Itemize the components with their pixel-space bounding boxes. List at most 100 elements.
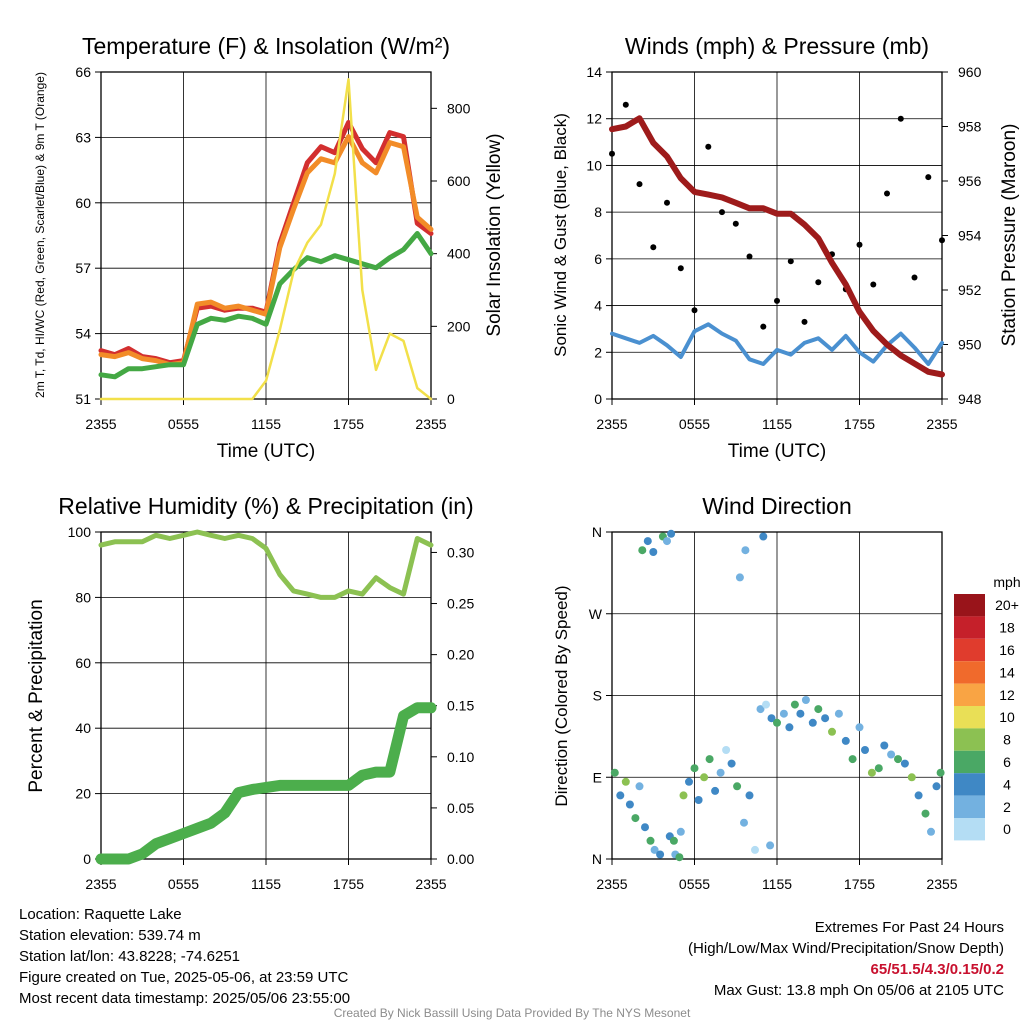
direction-point — [821, 714, 830, 723]
colorbar-swatch — [954, 728, 985, 751]
x-tick-label: 2355 — [415, 416, 446, 432]
y-tick-label: 60 — [75, 655, 91, 671]
series-line-rh — [98, 529, 434, 600]
direction-point — [828, 727, 836, 736]
station-latlon: Station lat/lon: 43.8228; -74.6251 — [19, 948, 241, 965]
temperature-panel: 2355 0555 1155 1755 2355 51 54 57 60 63 66 0 200 400 6… — [33, 33, 505, 462]
direction-point — [694, 796, 703, 804]
x-tick-label: 1755 — [333, 876, 364, 892]
y-tick-label: 63 — [75, 129, 91, 145]
y-tick-label: 60 — [75, 195, 91, 211]
colorbar-swatch — [954, 706, 985, 729]
y-tick-label: 0 — [83, 851, 91, 867]
y-tick-label: 14 — [586, 64, 602, 80]
direction-point — [690, 764, 699, 773]
y-tick-label: 80 — [75, 589, 91, 605]
direction-point — [756, 705, 765, 714]
y2-tick-label: 0.20 — [447, 647, 474, 663]
series-line-precip — [95, 702, 437, 865]
plot-frame — [611, 71, 943, 400]
colorbar-swatch — [954, 795, 985, 818]
gust-point — [801, 318, 808, 325]
x-tick-label: 1155 — [251, 876, 281, 892]
y-tick-label: 6 — [594, 251, 602, 267]
direction-point — [722, 746, 731, 754]
y-tick-label: S — [593, 688, 602, 704]
direction-panel: 2355 0555 1155 1755 2355 N E S W N Wind Direction D… — [552, 493, 958, 892]
direction-point — [932, 782, 941, 791]
direction-point — [773, 718, 781, 727]
direction-point — [914, 791, 923, 800]
direction-point — [874, 764, 883, 773]
max-gust: Max Gust: 13.8 mph On 05/06 at 2105 UTC — [713, 982, 1004, 999]
station-location: Location: Raquette Lake — [19, 906, 182, 923]
direction-point — [656, 850, 665, 859]
x-tick-label: 0555 — [679, 416, 710, 432]
gust-point — [787, 258, 794, 265]
direction-point — [735, 573, 744, 582]
colorbar-swatch — [954, 683, 985, 706]
colorbar-label: 4 — [1003, 776, 1011, 792]
direction-point — [936, 768, 945, 777]
direction-point — [814, 705, 823, 714]
direction-point — [643, 537, 652, 546]
extremes-subtitle: (High/Low/Max Wind/Precipitation/Snow De… — [688, 940, 1004, 957]
direction-point — [801, 696, 810, 704]
station-info: Location: Raquette Lake Station elevatio… — [19, 904, 350, 1009]
y-tick-label: 100 — [68, 524, 92, 540]
x-tick-label: 2355 — [926, 416, 957, 432]
direction-point — [638, 546, 647, 555]
gust-point — [925, 174, 932, 181]
x-tick-label: 2355 — [415, 876, 446, 892]
direction-point — [610, 768, 619, 777]
x-tick-label: 2355 — [596, 876, 627, 892]
y-axis-label: 2m T, Td, HI/WC (Red, Green, Scarlet/Blu… — [33, 72, 47, 398]
direction-point — [861, 746, 869, 754]
direction-point — [785, 723, 794, 732]
y-axis-label: Sonic Wind & Gust (Blue, Black) — [551, 113, 570, 357]
direction-point — [675, 853, 684, 862]
colorbar-label: 20+ — [995, 597, 1019, 613]
colorbar-swatch — [954, 594, 985, 617]
humidity-panel: 2355 0555 1155 1755 2355 0 20 40 60 80 100 0.00 0.05… — [26, 493, 474, 892]
gust-point — [897, 115, 904, 122]
colorbar-swatch — [954, 750, 985, 774]
direction-point — [700, 773, 709, 782]
y2-tick-label: 952 — [958, 282, 982, 298]
colorbar-swatch — [954, 661, 985, 684]
gust-point — [760, 323, 767, 330]
series-line-solar — [99, 78, 433, 401]
gust-point — [732, 220, 739, 227]
gust-point — [746, 253, 753, 260]
colorbar-label: 8 — [1003, 732, 1011, 748]
x-tick-label: 2355 — [596, 416, 627, 432]
y2-axis-label: Station Pressure (Maroon) — [999, 124, 1020, 347]
x-tick-label: 1755 — [844, 416, 875, 432]
direction-point — [779, 709, 788, 718]
direction-point — [741, 546, 750, 555]
y-tick-label: 8 — [594, 204, 602, 220]
y2-tick-label: 0.05 — [447, 800, 474, 816]
y2-tick-label: 950 — [958, 337, 982, 353]
x-tick-label: 0555 — [679, 876, 710, 892]
y-tick-label: 12 — [586, 111, 602, 127]
direction-point — [900, 759, 909, 768]
y2-tick-label: 954 — [958, 228, 982, 244]
colorbar-swatch — [954, 638, 985, 662]
x-tick-label: 1755 — [844, 876, 875, 892]
direction-point — [867, 768, 876, 777]
direction-point — [855, 723, 864, 732]
direction-point — [646, 836, 655, 845]
direction-point — [667, 529, 676, 538]
direction-point — [641, 823, 649, 832]
series-line-dew — [98, 231, 434, 380]
x-tick-label: 2355 — [85, 416, 116, 432]
gust-point — [939, 237, 945, 244]
direction-point — [848, 755, 857, 764]
x-tick-label: 0555 — [168, 876, 199, 892]
colorbar-label: 18 — [999, 620, 1015, 636]
series-line-pressure — [609, 115, 945, 378]
y-tick-label: 54 — [75, 326, 91, 342]
direction-point — [740, 818, 748, 827]
colorbar-swatch — [954, 616, 985, 639]
